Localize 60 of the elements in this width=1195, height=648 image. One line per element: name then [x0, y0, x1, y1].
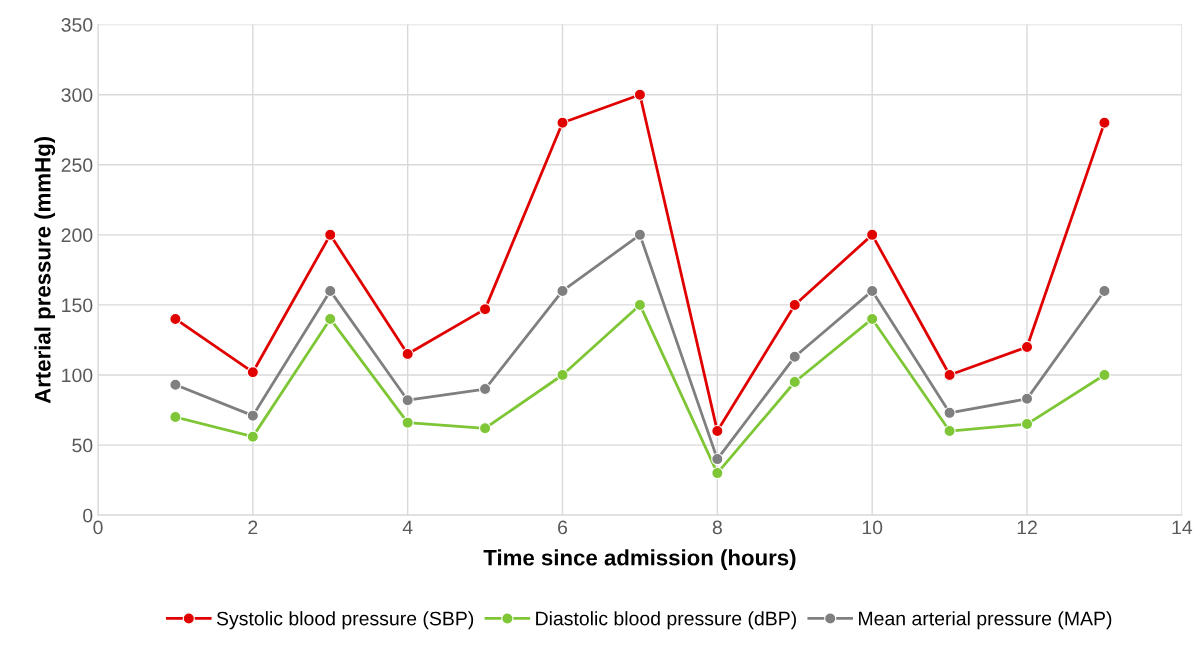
legend-label: Diastolic blood pressure (dBP) — [536, 611, 796, 630]
y-tick-label: 250 — [61, 158, 93, 173]
legend-label: Mean arterial pressure (MAP) — [859, 611, 1112, 630]
point — [788, 375, 801, 389]
point — [711, 467, 724, 480]
y-tick-label: 0 — [83, 508, 93, 523]
point — [324, 228, 337, 241]
x-tick-label: 4 — [402, 520, 413, 535]
point — [246, 366, 259, 379]
point — [788, 298, 801, 312]
point — [401, 394, 414, 407]
x-tick-label: 12 — [1017, 520, 1037, 535]
point — [246, 409, 259, 422]
x-axis-title: Time since admission (hours) — [483, 549, 796, 570]
point — [788, 350, 801, 363]
point — [633, 88, 647, 101]
x-tick-label: 2 — [248, 520, 258, 535]
x-tick-label: 6 — [558, 520, 568, 535]
point — [169, 378, 182, 391]
point — [1020, 417, 1034, 431]
x-tick-label: 8 — [712, 520, 722, 535]
point — [866, 312, 879, 326]
point — [943, 424, 956, 438]
point — [169, 410, 182, 424]
y-tick-label: 200 — [61, 228, 93, 243]
point — [1098, 116, 1111, 129]
point — [556, 368, 569, 382]
y-tick-label: 300 — [61, 88, 93, 102]
point — [246, 430, 259, 443]
y-tick-label: 150 — [62, 298, 93, 313]
point — [943, 368, 956, 382]
x-tick-label: 14 — [1172, 520, 1193, 535]
point — [866, 284, 879, 298]
point — [478, 422, 492, 435]
x-tick-label: 0 — [93, 520, 103, 535]
point — [478, 303, 492, 316]
point — [1098, 368, 1111, 382]
point — [478, 382, 492, 396]
point — [1020, 340, 1034, 354]
point — [401, 416, 414, 429]
point — [1098, 284, 1111, 298]
point — [401, 347, 414, 361]
point — [711, 452, 724, 466]
point — [1020, 392, 1034, 405]
y-tick-label: 350 — [61, 18, 93, 32]
y-axis-title: Arterial pressure (mmHg) — [34, 137, 56, 404]
y-tick-label: 50 — [72, 438, 93, 453]
point — [556, 284, 569, 298]
y-tick-label: 100 — [62, 368, 93, 383]
point — [324, 312, 337, 326]
point — [324, 284, 337, 298]
x-tick-label: 10 — [862, 520, 883, 535]
point — [711, 424, 724, 438]
point — [556, 116, 569, 129]
legend-label: Systolic blood pressure (SBP) — [216, 611, 474, 630]
point — [633, 228, 647, 241]
point — [943, 406, 956, 419]
point — [169, 312, 182, 326]
point — [866, 228, 879, 241]
point — [633, 298, 647, 312]
